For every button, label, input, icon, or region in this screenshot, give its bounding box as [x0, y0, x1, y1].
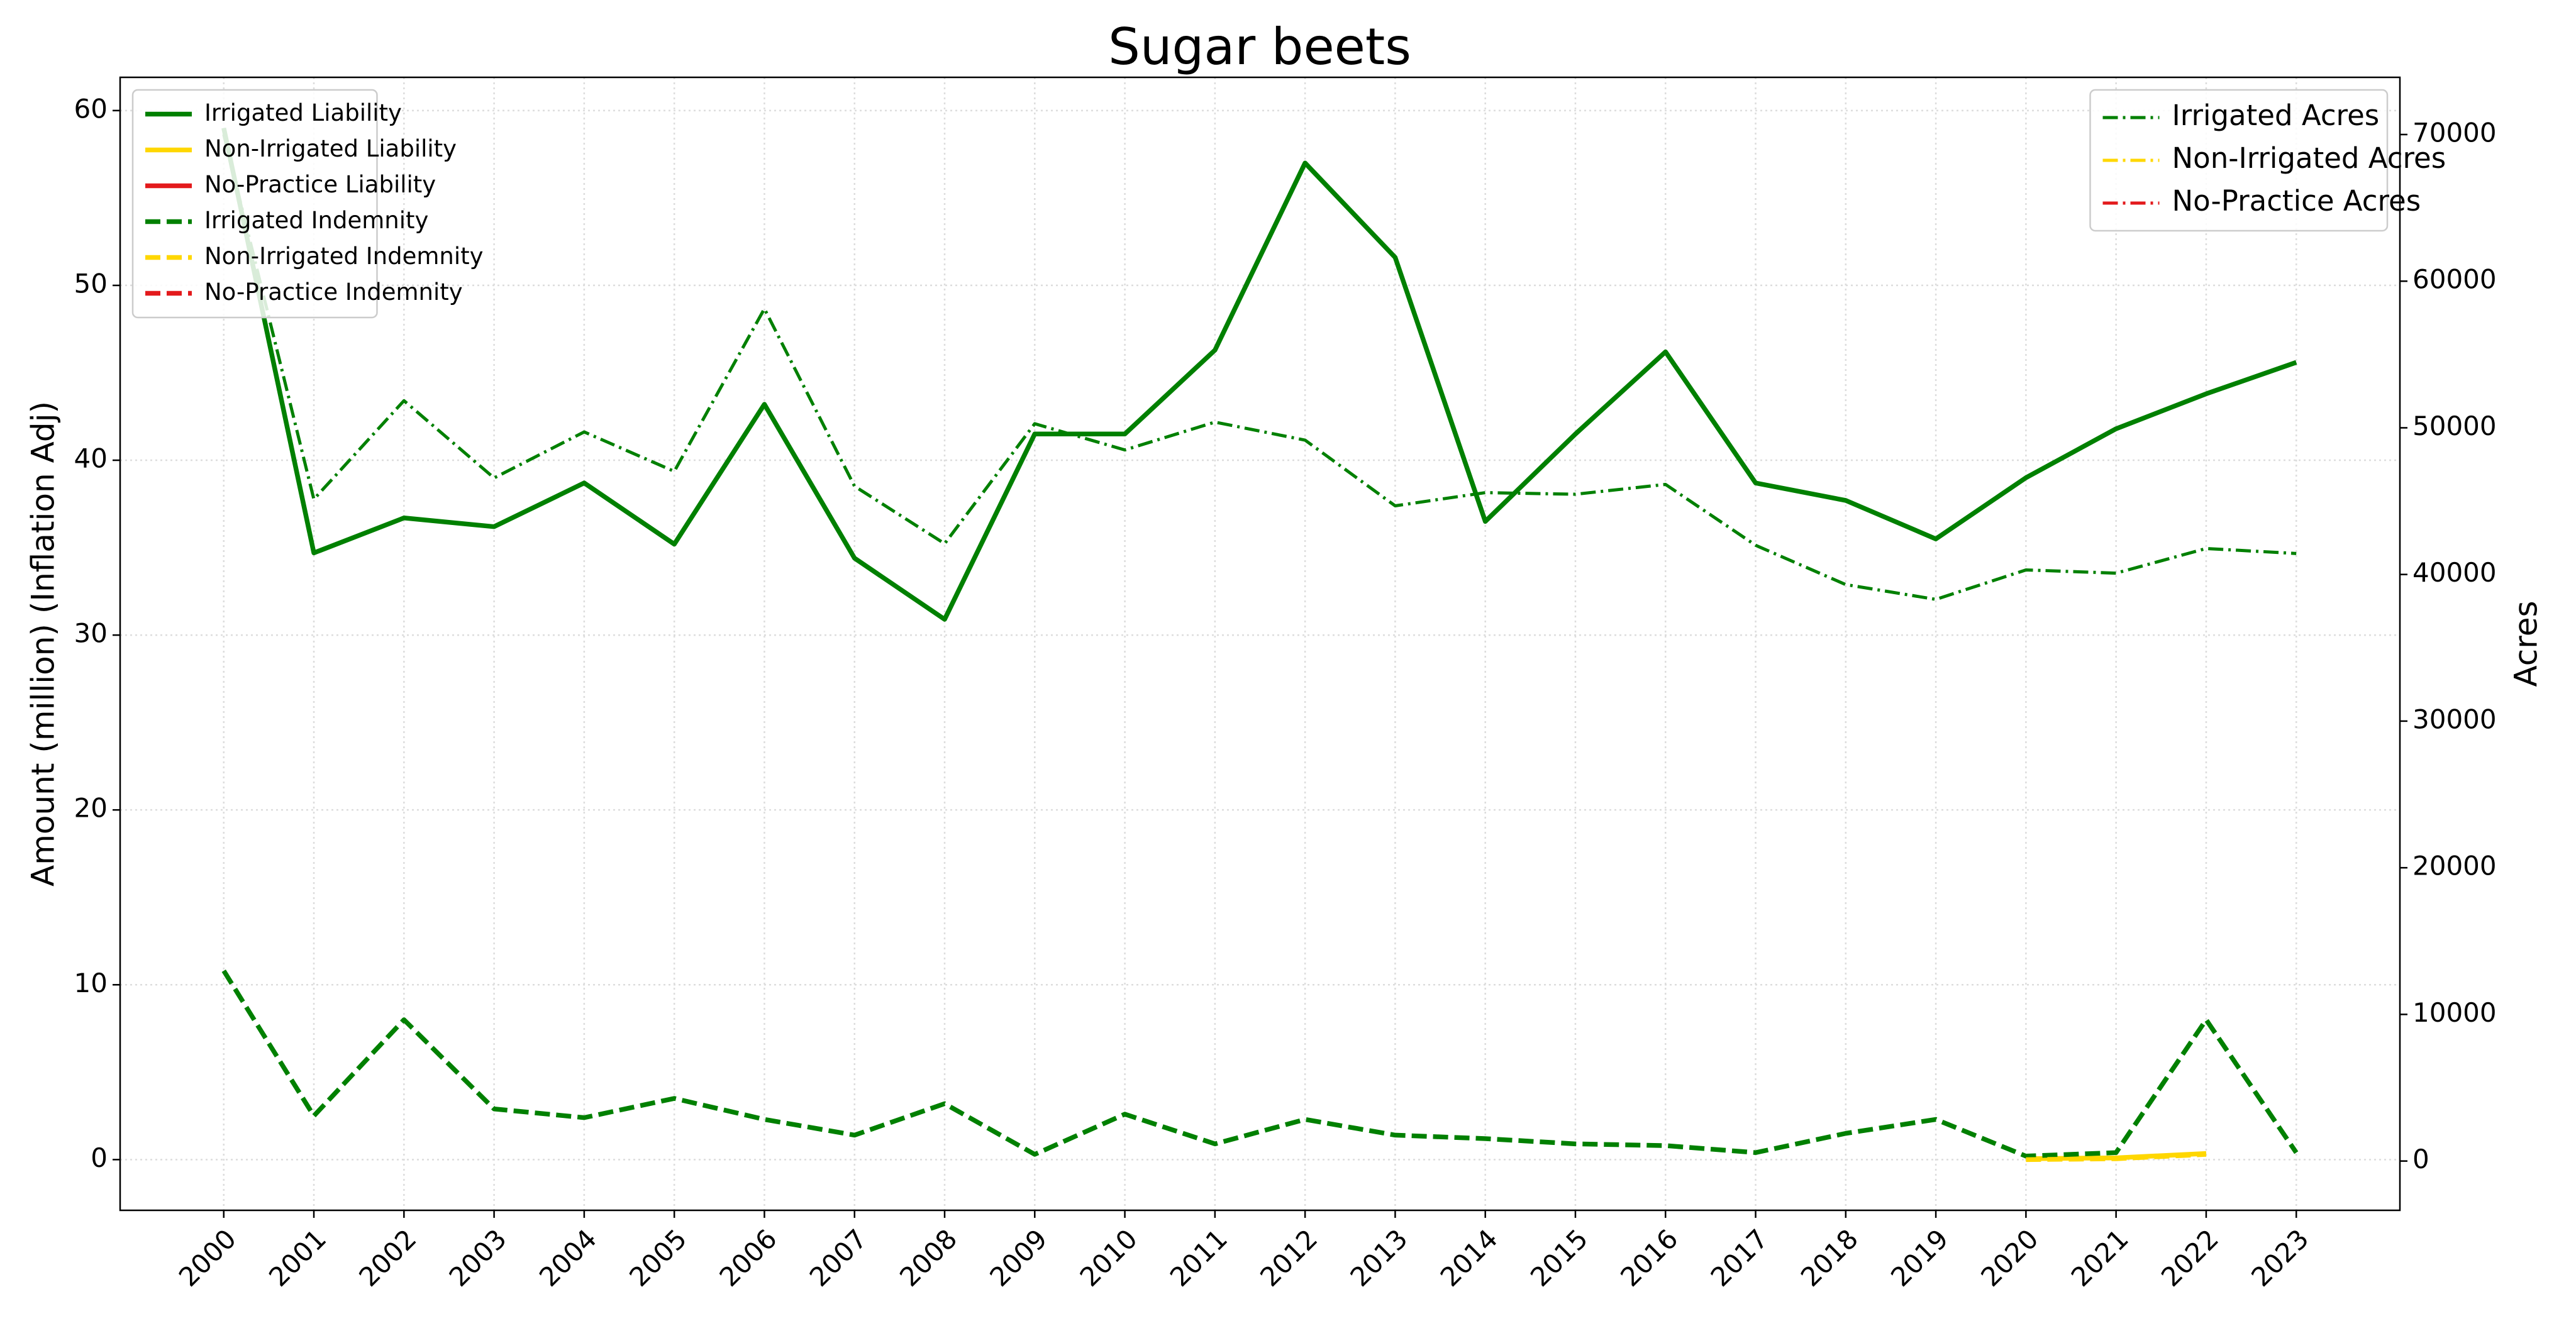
y-tick-label: 0 [91, 1142, 108, 1173]
y2-tick-label: 40000 [2412, 557, 2497, 588]
x-tick-label: 2015 [1524, 1224, 1594, 1293]
y2-tick-label: 50000 [2412, 411, 2497, 441]
data-line [221, 127, 2297, 622]
legend-label: Non-Irrigated Liability [204, 135, 457, 162]
legend-label: No-Practice Indemnity [204, 279, 463, 306]
data-line [2026, 1152, 2207, 1163]
x-tick-label: 2011 [1164, 1224, 1233, 1293]
y2-tick-label: 0 [2412, 1144, 2429, 1174]
x-tick-label: 2020 [1975, 1224, 2044, 1293]
x-tick-label: 2016 [1614, 1224, 1684, 1293]
legend-label: No-Practice Liability [204, 171, 436, 198]
chart-title: Sugar beets [1108, 18, 1411, 76]
x-tick-label: 2005 [623, 1224, 692, 1293]
x-tick-label: 2014 [1435, 1224, 1504, 1293]
y2-tick-label: 60000 [2412, 264, 2497, 295]
x-tick-label: 2009 [984, 1224, 1053, 1293]
y-tick-label: 30 [74, 618, 108, 649]
y-axis-label: Amount (million) (Inflation Adj) [25, 401, 62, 887]
x-tick-label: 2010 [1074, 1224, 1143, 1293]
legend: Irrigated Acres Non-Irrigated Acres No-Pra… [2089, 89, 2446, 232]
x-tick-label: 2008 [894, 1224, 963, 1293]
y2-tick-label: 70000 [2412, 117, 2497, 148]
y2-tick-label: 30000 [2412, 704, 2497, 734]
legend-box [131, 89, 378, 319]
x-tick-label: 2019 [1885, 1224, 1954, 1293]
legend-label: Non-Irrigated Indemnity [204, 243, 484, 270]
x-tick-label: 2013 [1344, 1224, 1413, 1293]
y2-tick-label: 20000 [2412, 851, 2497, 881]
legend-label: No-Practice Acres [2172, 184, 2421, 218]
x-tick-label: 2004 [533, 1224, 602, 1293]
y-tick-label: 10 [74, 968, 108, 998]
data-line [222, 134, 2297, 601]
y-tick-label: 40 [74, 443, 108, 474]
legend-box [2089, 89, 2389, 232]
legend-label: Non-Irrigated Acres [2172, 141, 2446, 175]
legend-label: Irrigated Liability [204, 99, 402, 126]
x-tick-label: 2001 [263, 1224, 332, 1293]
x-tick-label: 2000 [173, 1224, 242, 1293]
y2-axis-label: Acres [2508, 600, 2545, 687]
y-tick-label: 20 [74, 793, 108, 824]
x-tick-label: 2012 [1254, 1224, 1323, 1293]
x-tick-label: 2022 [2155, 1224, 2224, 1293]
legend-label: Irrigated Indemnity [204, 207, 428, 234]
x-tick-label: 2023 [2245, 1224, 2314, 1293]
y-tick-label: 50 [74, 268, 108, 299]
x-tick-label: 2021 [2065, 1224, 2135, 1293]
x-tick-label: 2003 [443, 1224, 513, 1293]
x-tick-label: 2007 [804, 1224, 873, 1293]
y-tick-label: 60 [74, 93, 108, 124]
y2-tick-label: 10000 [2412, 997, 2497, 1028]
plot-frame [119, 76, 2401, 1212]
x-tick-label: 2017 [1705, 1224, 1774, 1293]
legend: Irrigated Liability Non-Irrigated Liabili… [131, 89, 484, 319]
x-tick-label: 2006 [713, 1224, 782, 1293]
legend-label: Irrigated Acres [2172, 99, 2380, 132]
data-line [221, 970, 2299, 1159]
x-tick-label: 2018 [1795, 1224, 1864, 1293]
x-tick-label: 2002 [353, 1224, 422, 1293]
